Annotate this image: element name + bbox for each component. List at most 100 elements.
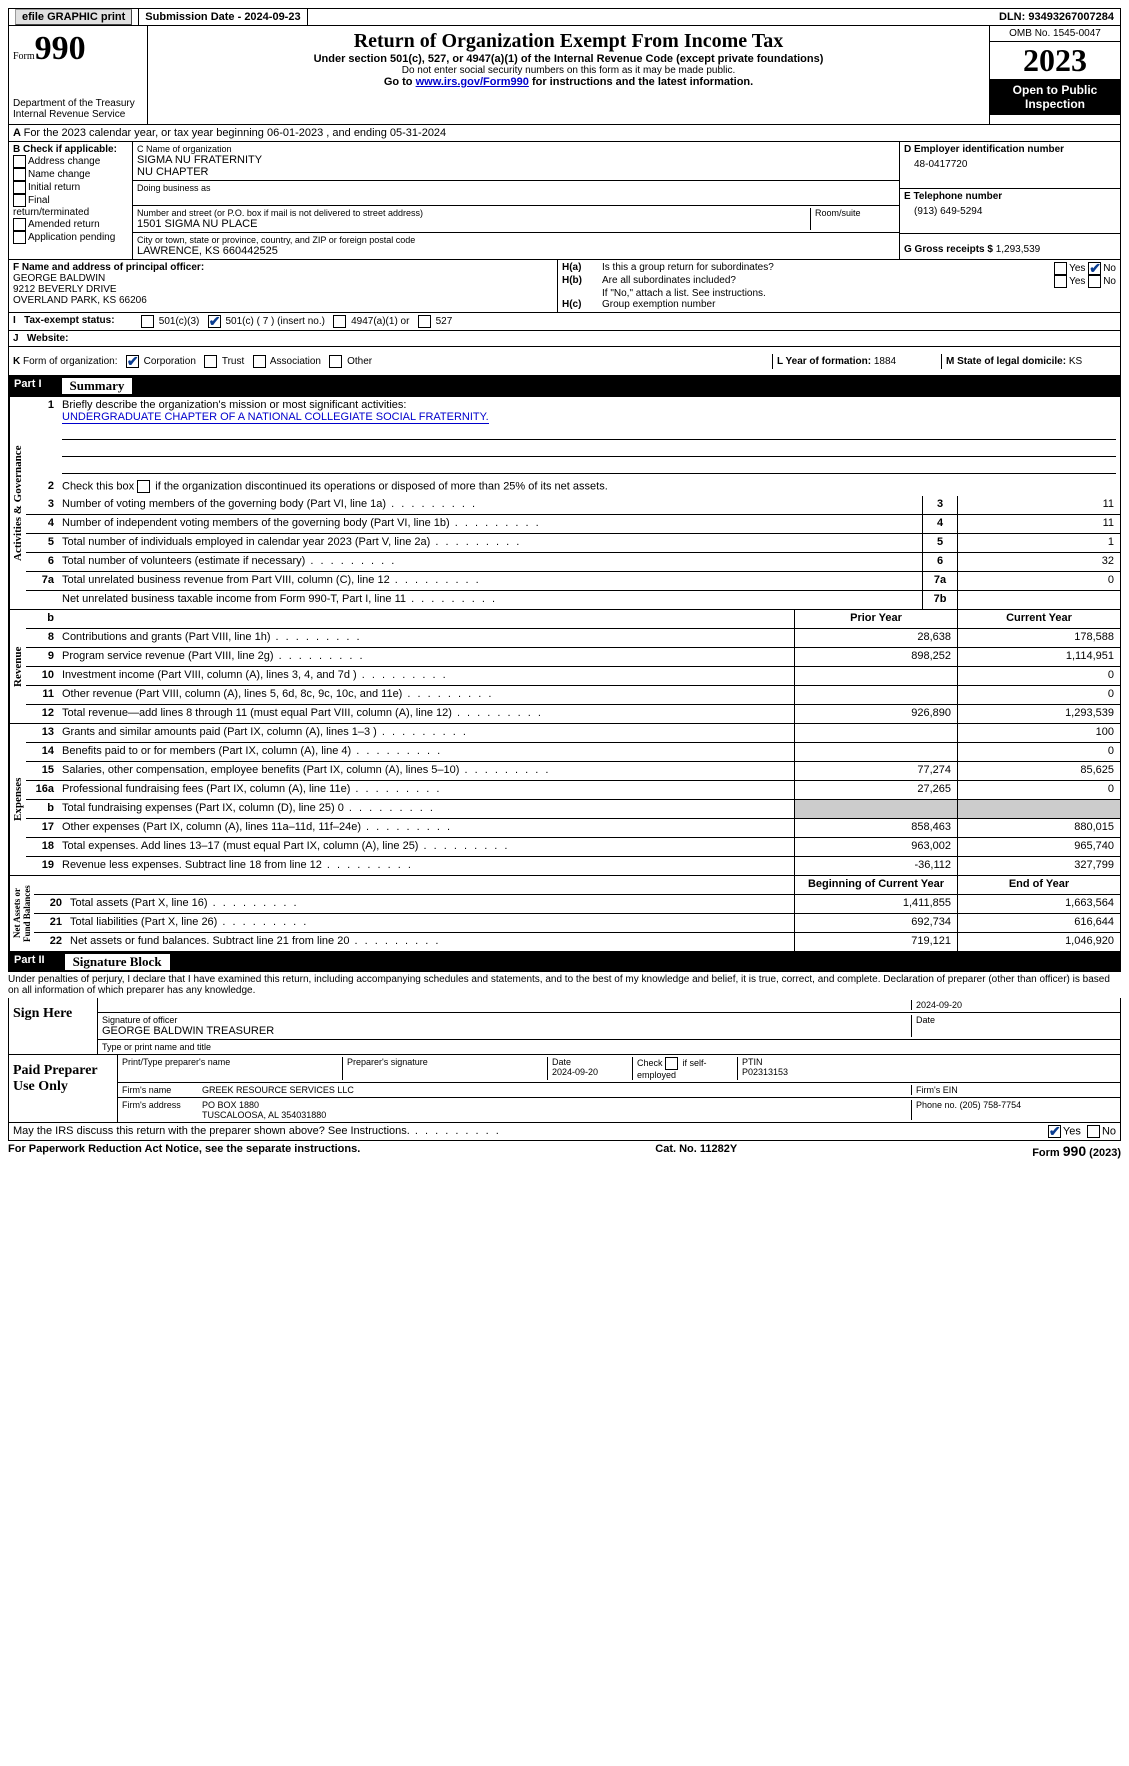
sign-block: Sign Here 2024-09-20 Signature of office…	[8, 998, 1121, 1055]
initial-checkbox[interactable]	[13, 181, 26, 194]
form-header: Form990 Department of the Treasury Inter…	[8, 26, 1121, 125]
officer-addr2: OVERLAND PARK, KS 66206	[13, 295, 553, 306]
final-checkbox[interactable]	[13, 194, 26, 207]
discontinued-checkbox[interactable]	[137, 480, 150, 493]
ocorp: Corporation	[144, 356, 196, 367]
i-label: Tax-exempt status:	[24, 315, 114, 326]
part2-header: Part II Signature Block	[8, 952, 1121, 972]
pending-checkbox[interactable]	[13, 231, 26, 244]
line-box: 4	[922, 515, 957, 533]
prior-val: 27,265	[794, 781, 957, 799]
prior-val	[794, 667, 957, 685]
goto-pre: Go to	[384, 76, 416, 88]
city: LAWRENCE, KS 660442525	[137, 245, 895, 257]
prior-val	[794, 724, 957, 742]
oother: Other	[347, 356, 372, 367]
ha-no[interactable]	[1088, 262, 1101, 275]
prior-val: 926,890	[794, 705, 957, 723]
opt-initial: Initial return	[28, 182, 80, 193]
o501c: 501(c) ( 7 ) (insert no.)	[225, 316, 324, 327]
perjury-text: Under penalties of perjury, I declare th…	[8, 972, 1121, 998]
line-a: A For the 2023 calendar year, or tax yea…	[8, 125, 1121, 142]
current-year-header: Current Year	[957, 610, 1120, 628]
corp-checkbox[interactable]	[126, 355, 139, 368]
curr-val: 100	[957, 724, 1120, 742]
h-note: If "No," attach a list. See instructions…	[562, 288, 1116, 299]
501c-checkbox[interactable]	[208, 315, 221, 328]
curr-val: 1,293,539	[957, 705, 1120, 723]
efile-button[interactable]: efile GRAPHIC print	[15, 9, 132, 25]
name-change-checkbox[interactable]	[13, 168, 26, 181]
line-val: 1	[957, 534, 1120, 552]
curr-val: 327,799	[957, 857, 1120, 875]
phone-label: Phone no.	[916, 1100, 957, 1110]
527-checkbox[interactable]	[418, 315, 431, 328]
mission-label: Briefly describe the organization's miss…	[62, 399, 406, 411]
ftr-990: 990	[1063, 1143, 1086, 1159]
ha-label: Is this a group return for subordinates?	[602, 262, 1054, 275]
activities-label: Activities & Governance	[9, 397, 26, 609]
mission-text: UNDERGRADUATE CHAPTER OF A NATIONAL COLL…	[62, 411, 489, 424]
form-label: Form	[13, 51, 35, 62]
other-checkbox[interactable]	[329, 355, 342, 368]
subtitle-2: Do not enter social security numbers on …	[152, 65, 985, 76]
o527: 527	[436, 316, 453, 327]
curr-val: 85,625	[957, 762, 1120, 780]
prior-val: 719,121	[794, 933, 957, 951]
self-employed-checkbox[interactable]	[665, 1057, 678, 1070]
org-name2: NU CHAPTER	[137, 166, 895, 178]
line-val	[957, 591, 1120, 609]
hb-no[interactable]	[1088, 275, 1101, 288]
ftr-year: (2023)	[1086, 1147, 1121, 1159]
form-title: Return of Organization Exempt From Incom…	[152, 30, 985, 53]
line2-pre: Check this box	[62, 480, 137, 492]
4947-checkbox[interactable]	[333, 315, 346, 328]
b-label: b	[26, 610, 58, 628]
street: 1501 SIGMA NU PLACE	[137, 218, 810, 230]
part1-header: Part I Summary	[8, 376, 1121, 396]
ein: 48-0417720	[904, 155, 1116, 170]
irs-label: Internal Revenue Service	[13, 109, 143, 120]
submission-date: Submission Date - 2024-09-23	[139, 9, 307, 25]
org-name: SIGMA NU FRATERNITY	[137, 154, 895, 166]
trust-checkbox[interactable]	[204, 355, 217, 368]
assoc-checkbox[interactable]	[253, 355, 266, 368]
expenses-label: Expenses	[9, 724, 26, 875]
date-label: Date	[911, 1015, 1116, 1037]
firm-name-label: Firm's name	[122, 1085, 202, 1095]
opt-pending: Application pending	[28, 232, 115, 243]
form-number: 990	[35, 30, 86, 67]
addr-change-checkbox[interactable]	[13, 155, 26, 168]
assets-section: Net Assets orFund Balances Beginning of …	[8, 876, 1121, 952]
discuss-no[interactable]	[1087, 1125, 1100, 1138]
discuss-yes[interactable]	[1048, 1125, 1061, 1138]
curr-val	[957, 800, 1120, 818]
hc-label: Group exemption number	[602, 299, 715, 310]
irs-link[interactable]: www.irs.gov/Form990	[416, 76, 529, 88]
line-box: 6	[922, 553, 957, 571]
c-name-label: C Name of organization	[137, 144, 895, 154]
prior-val: 692,734	[794, 914, 957, 932]
line-val: 11	[957, 496, 1120, 514]
line-val: 32	[957, 553, 1120, 571]
curr-val: 0	[957, 686, 1120, 704]
prep-date-label: Date	[552, 1057, 571, 1067]
o501c3: 501(c)(3)	[159, 316, 200, 327]
501c3-checkbox[interactable]	[141, 315, 154, 328]
amended-checkbox[interactable]	[13, 218, 26, 231]
ha-yes[interactable]	[1054, 262, 1067, 275]
hb-yes[interactable]	[1054, 275, 1067, 288]
curr-val: 1,663,564	[957, 895, 1120, 913]
part1-num: Part I	[14, 378, 42, 394]
curr-val: 880,015	[957, 819, 1120, 837]
gross-receipts: 1,293,539	[996, 244, 1041, 255]
preparer-block: Paid Preparer Use Only Print/Type prepar…	[8, 1055, 1121, 1123]
line-box: 3	[922, 496, 957, 514]
dba-label: Doing business as	[137, 183, 895, 193]
k-label: Form of organization:	[23, 356, 118, 367]
cat-no: Cat. No. 11282Y	[655, 1143, 737, 1159]
revenue-section: Revenue bPrior YearCurrent Year 8Contrib…	[8, 610, 1121, 724]
otrust: Trust	[222, 356, 244, 367]
footer: For Paperwork Reduction Act Notice, see …	[8, 1141, 1121, 1159]
curr-val: 178,588	[957, 629, 1120, 647]
